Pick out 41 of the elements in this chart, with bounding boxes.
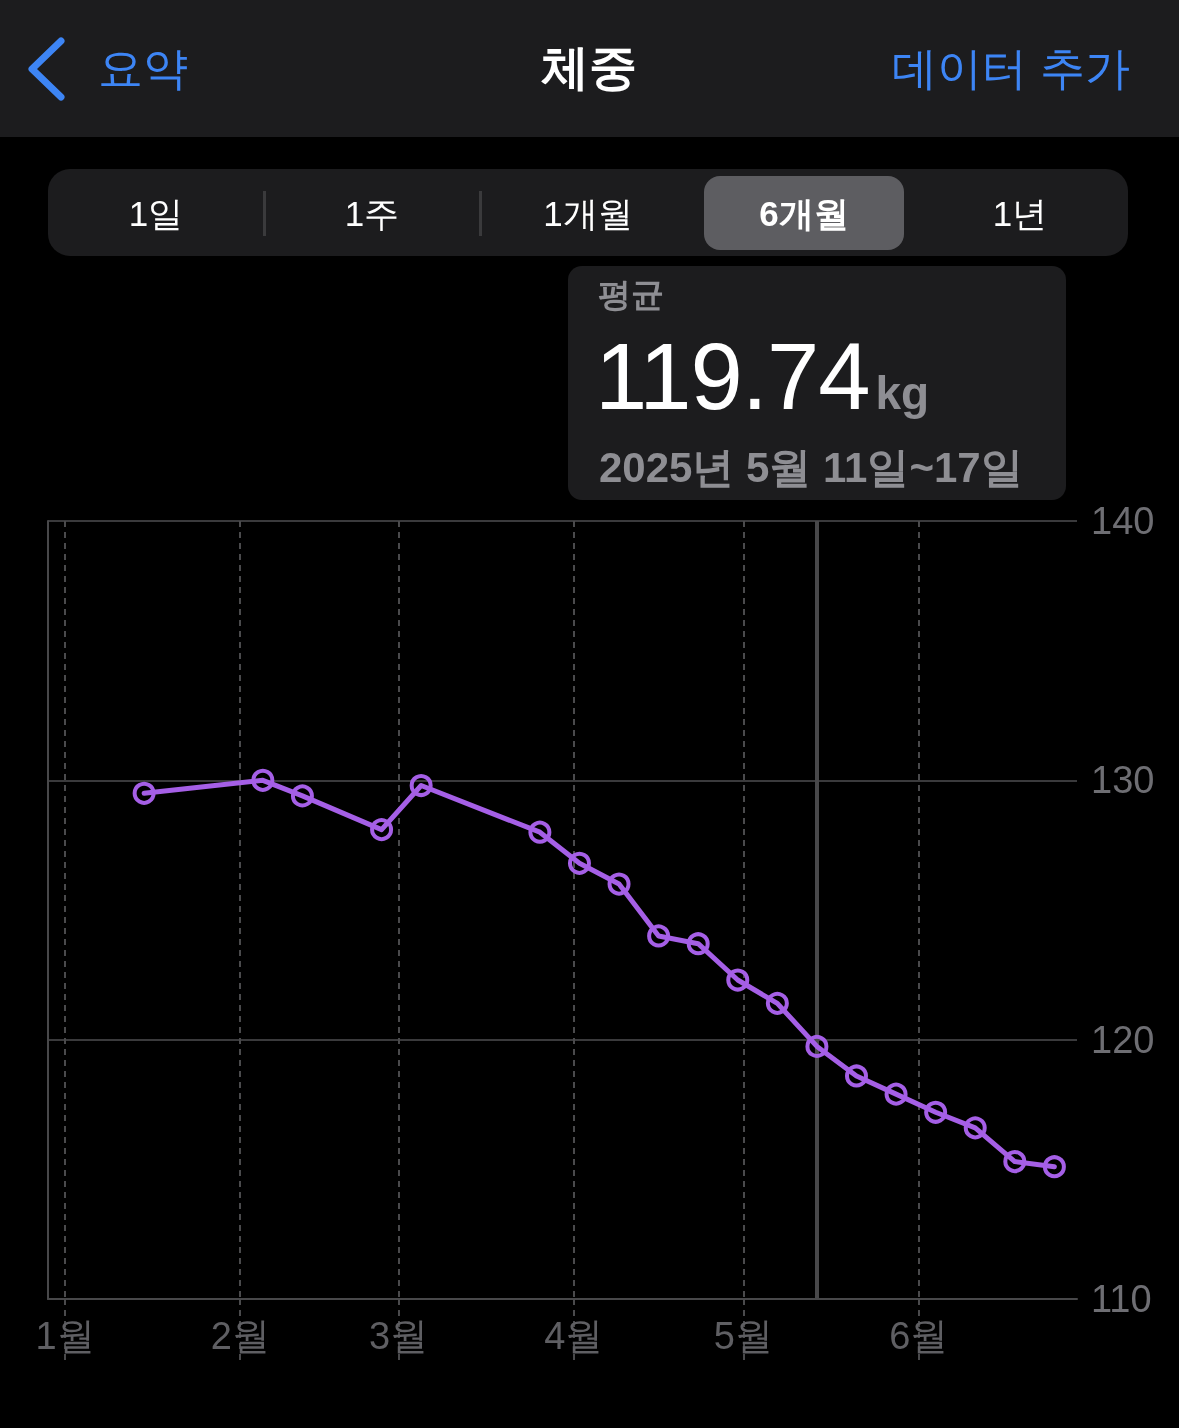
point [290,784,314,808]
point [805,1034,829,1058]
text: 1개월 [543,193,633,233]
point [686,932,710,956]
point [963,1116,987,1140]
point [765,991,789,1015]
point [370,818,394,842]
y-tick-label: 110 [1091,1278,1152,1320]
text: 1일 [128,193,184,233]
point [647,924,671,948]
point [845,1064,868,1088]
text: 데이터 추가 [892,43,1130,94]
point [726,968,750,992]
point [409,774,433,798]
text: 6개월 [759,193,849,233]
point [1042,1155,1066,1179]
text: 평균 [597,276,664,313]
point [884,1082,908,1106]
text: 119.74 [594,324,870,429]
point [607,872,631,896]
point [528,820,552,844]
y-tick-label: 120 [1091,1018,1155,1061]
text: kg [875,367,930,419]
point [132,781,156,805]
point [251,768,275,792]
point [1003,1150,1027,1174]
text: 2025년 5월 11일~17일 [598,444,1023,491]
y-tick-label: 130 [1091,759,1155,802]
x-tick-label: 3월 [368,1315,429,1357]
text: 1년 [992,193,1048,233]
point [924,1100,948,1124]
chart-title: 체중 [541,41,637,94]
x-tick-label: 6월 [889,1315,949,1357]
x-tick-label: 2월 [210,1315,270,1357]
y-tick-label: 140 [1091,500,1155,542]
text: 1주 [344,193,400,233]
x-tick-label: 4월 [544,1315,604,1357]
point [567,851,591,875]
x-tick-label: 1월 [35,1315,95,1357]
text: 요약 [98,43,188,94]
x-tick-label: 5월 [713,1315,773,1357]
